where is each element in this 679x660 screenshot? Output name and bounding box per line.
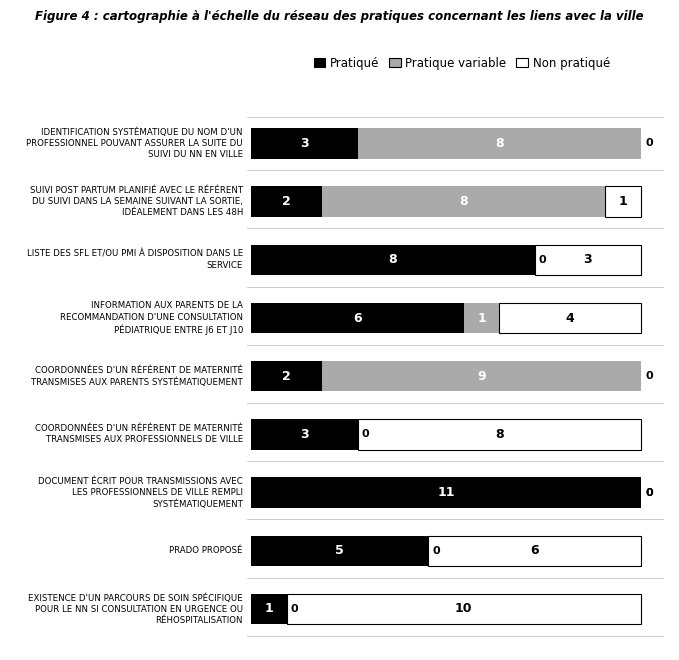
Text: 4: 4 (566, 312, 574, 325)
Text: 6: 6 (530, 544, 539, 557)
Bar (251, 128, 358, 158)
Bar (499, 303, 641, 333)
Bar (251, 536, 428, 566)
Bar (251, 303, 464, 333)
Bar (251, 419, 358, 449)
Text: 1: 1 (619, 195, 627, 208)
Text: 11: 11 (437, 486, 455, 499)
Text: 0: 0 (645, 139, 653, 148)
Text: 1: 1 (477, 312, 486, 325)
Text: 0: 0 (645, 488, 653, 498)
Bar (251, 361, 322, 391)
Bar (428, 536, 641, 566)
Bar (534, 245, 641, 275)
Bar (358, 419, 641, 449)
Bar (322, 187, 606, 216)
Text: 3: 3 (300, 137, 309, 150)
Text: 1: 1 (265, 603, 274, 616)
Text: 8: 8 (495, 428, 504, 441)
Text: 3: 3 (583, 253, 592, 267)
Text: 8: 8 (460, 195, 468, 208)
Text: 9: 9 (477, 370, 485, 383)
Bar (322, 361, 641, 391)
Text: 10: 10 (455, 603, 473, 616)
Bar (464, 303, 499, 333)
Text: 3: 3 (300, 428, 309, 441)
Text: 8: 8 (388, 253, 397, 267)
Text: 0: 0 (539, 255, 547, 265)
Text: 0: 0 (433, 546, 440, 556)
Text: 2: 2 (282, 370, 291, 383)
Bar (251, 245, 534, 275)
Text: 0: 0 (362, 430, 369, 440)
Text: 0: 0 (645, 488, 653, 498)
Text: 5: 5 (335, 544, 344, 557)
Legend: Pratiqué, Pratique variable, Non pratiqué: Pratiqué, Pratique variable, Non pratiqu… (309, 52, 614, 75)
Bar (287, 594, 641, 624)
Bar (251, 477, 641, 508)
Text: 2: 2 (282, 195, 291, 208)
Text: 8: 8 (495, 137, 504, 150)
Bar (251, 187, 322, 216)
Text: Figure 4 : cartographie à l'échelle du réseau des pratiques concernant les liens: Figure 4 : cartographie à l'échelle du r… (35, 10, 644, 23)
Text: 0: 0 (291, 604, 299, 614)
Text: 6: 6 (353, 312, 362, 325)
Bar (358, 128, 641, 158)
Bar (251, 594, 287, 624)
Text: 0: 0 (645, 371, 653, 381)
Bar (606, 187, 641, 216)
